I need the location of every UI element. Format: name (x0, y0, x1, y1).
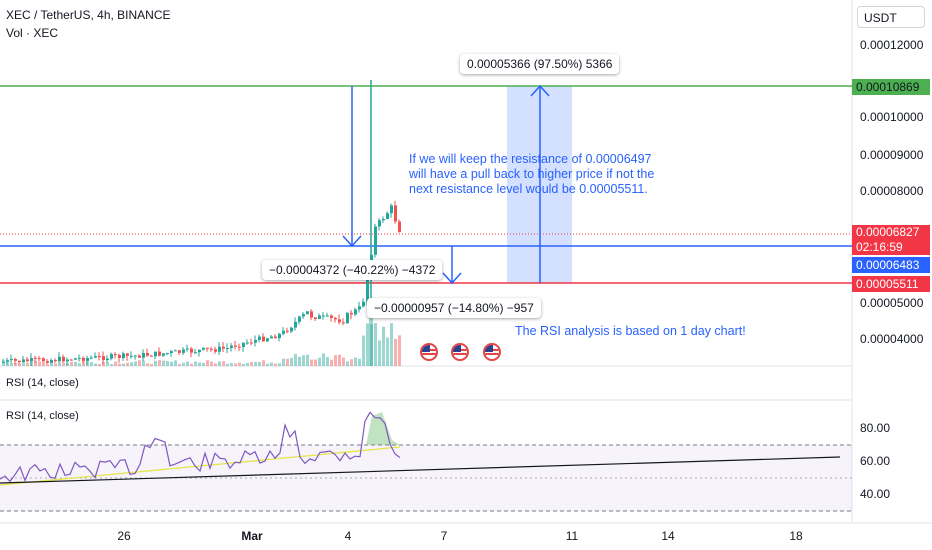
time-tick: 18 (789, 529, 803, 543)
volume-bars (2, 310, 401, 366)
rsi-pane-label-upper[interactable]: RSI (14, close) (6, 377, 79, 389)
analysis-note[interactable]: If we will keep the resistance of 0.0000… (409, 152, 654, 197)
time-tick: 4 (344, 529, 352, 543)
time-tick: 11 (565, 529, 579, 543)
measure-arrows (342, 84, 550, 285)
volume-legend[interactable]: Vol · XEC (6, 26, 59, 40)
rsi-line (0, 411, 401, 483)
rsi-trendline[interactable] (0, 456, 841, 484)
price-tick: 0.00005000 (860, 296, 924, 310)
price-tick: 0.00004000 (860, 332, 924, 346)
time-tick: 7 (440, 529, 448, 543)
measure-label-down-big[interactable]: −0.00004372 (−40.22%) −4372 (262, 260, 443, 280)
last-price-value: 0.00006827 (856, 225, 920, 239)
price-tag-red-level: 0.00005511 (852, 276, 930, 292)
us-flag-event-icon[interactable] (420, 343, 438, 361)
note-line: next resistance level would be 0.0000551… (409, 182, 648, 196)
price-tag-green-level: 0.00010869 (852, 79, 930, 95)
candles (2, 80, 401, 367)
price-tick: 0.00012000 (860, 38, 924, 52)
note-line: If we will keep the resistance of 0.0000… (409, 152, 652, 166)
us-flag-event-icon[interactable] (451, 343, 469, 361)
rsi-note[interactable]: The RSI analysis is based on 1 day chart… (515, 324, 746, 338)
measure-label-down-small[interactable]: −0.00000957 (−14.80%) −957 (367, 298, 541, 318)
rsi-tick: 80.00 (860, 421, 891, 435)
currency-selector[interactable]: USDT (857, 6, 925, 28)
price-tick: 0.00008000 (860, 184, 924, 198)
time-tick: Mar (241, 529, 263, 543)
rsi-tick: 60.00 (860, 454, 891, 468)
price-tick: 0.00009000 (860, 148, 924, 162)
price-tick: 0.00010000 (860, 110, 924, 124)
price-tag-last-price: 0.00006827 02:16:59 (852, 225, 930, 255)
rsi-tick: 40.00 (860, 487, 891, 501)
price-tag-blue-level: 0.00006483 (852, 257, 930, 273)
time-tick: 14 (661, 529, 675, 543)
symbol-title[interactable]: XEC / TetherUS, 4h, BINANCE (6, 8, 171, 22)
us-flag-event-icon[interactable] (483, 343, 501, 361)
time-tick: 26 (117, 529, 131, 543)
rsi-overbought-fill (366, 412, 400, 445)
measure-label-up[interactable]: 0.00005366 (97.50%) 5366 (460, 54, 620, 74)
note-line: will have a pull back to higher price if… (409, 167, 655, 181)
rsi-pane-label-lower[interactable]: RSI (14, close) (6, 410, 79, 422)
bar-countdown: 02:16:59 (856, 240, 903, 254)
